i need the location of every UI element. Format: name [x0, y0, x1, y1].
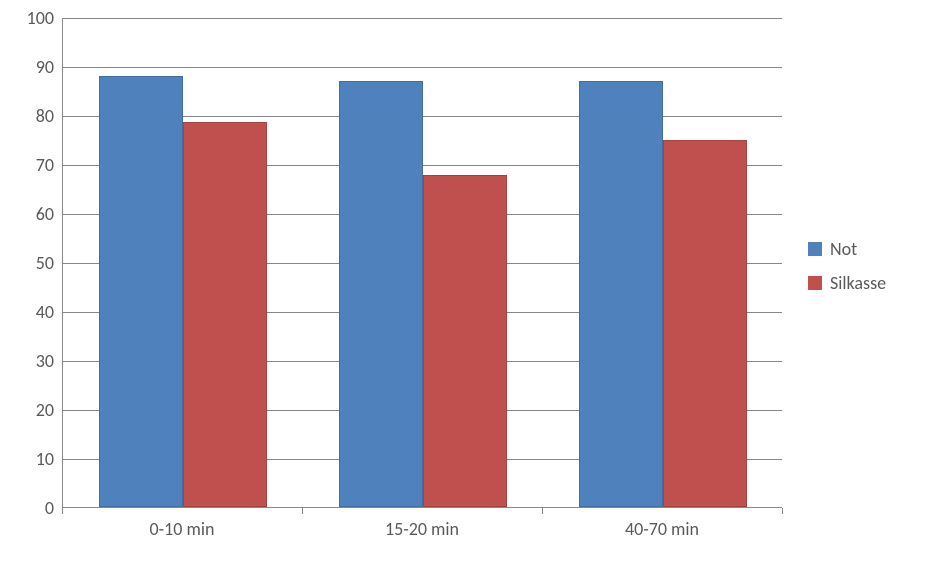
x-tick-label: 0-10 min — [150, 518, 215, 540]
y-tick-label: 50 — [4, 252, 54, 274]
legend-item-not: Not — [808, 238, 938, 260]
bar-not-0 — [99, 76, 183, 507]
legend-swatch — [808, 276, 822, 290]
legend-swatch — [808, 242, 822, 256]
bar-not-2 — [579, 81, 663, 507]
bar-silkasse-2 — [663, 140, 747, 508]
legend: Not Silkasse — [808, 226, 938, 306]
y-tick-label: 90 — [4, 56, 54, 78]
y-tick-label: 100 — [4, 7, 54, 29]
y-tick-label: 60 — [4, 203, 54, 225]
legend-item-silkasse: Silkasse — [808, 272, 938, 294]
x-tick-mark — [302, 508, 303, 514]
legend-label: Not — [830, 238, 857, 260]
x-tick-mark — [782, 508, 783, 514]
plot-area — [62, 18, 782, 508]
gridline — [63, 67, 782, 68]
legend-label: Silkasse — [830, 272, 886, 294]
y-tick-label: 10 — [4, 448, 54, 470]
x-tick-mark — [62, 508, 63, 514]
y-tick-label: 20 — [4, 399, 54, 421]
y-tick-label: 80 — [4, 105, 54, 127]
y-tick-label: 30 — [4, 350, 54, 372]
bar-silkasse-1 — [423, 175, 507, 507]
x-tick-mark — [542, 508, 543, 514]
y-tick-label: 70 — [4, 154, 54, 176]
gridline — [63, 18, 782, 19]
y-tick-label: 0 — [4, 497, 54, 519]
x-tick-label: 40-70 min — [625, 518, 699, 540]
x-tick-label: 15-20 min — [385, 518, 459, 540]
bar-not-1 — [339, 81, 423, 507]
bar-chart: 0 10 20 30 40 50 60 70 80 90 100 0-10 min 15-20 min… — [0, 0, 946, 569]
y-tick-label: 40 — [4, 301, 54, 323]
bar-silkasse-0 — [183, 122, 267, 507]
